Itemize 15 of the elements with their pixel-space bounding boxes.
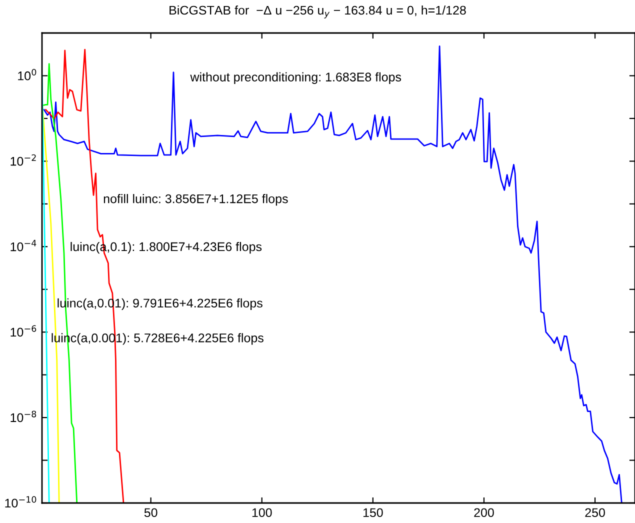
x-tick-label: 150 xyxy=(363,508,383,518)
x-tick-label: 50 xyxy=(144,508,158,518)
annotation: nofill luinc: 3.856E7+1.12E5 flops xyxy=(104,194,288,206)
y-tick-label: 10$^{−4}$ xyxy=(10,240,36,252)
annotation: without preconditioning: 1.683E8 flops xyxy=(190,72,402,84)
y-tick-label: 10$^{−6}$ xyxy=(10,325,36,337)
x-tick-label: 200 xyxy=(474,508,494,518)
x-tick-label: 250 xyxy=(585,508,605,518)
line-series xyxy=(43,46,622,503)
y-tick-label: 10$^{0}$ xyxy=(18,68,36,80)
x-tick-label: 100 xyxy=(252,508,272,518)
chart-title: BiCGSTAB for −Δ u −256 u$_{y}$ − 163.84 u = 0, h=1/128 xyxy=(170,6,466,18)
y-tick-label: 10$^{−8}$ xyxy=(10,410,36,422)
y-tick-label: 10$^{−2}$ xyxy=(10,154,36,166)
y-tick-label: 10$^{−10}$ xyxy=(5,496,36,508)
